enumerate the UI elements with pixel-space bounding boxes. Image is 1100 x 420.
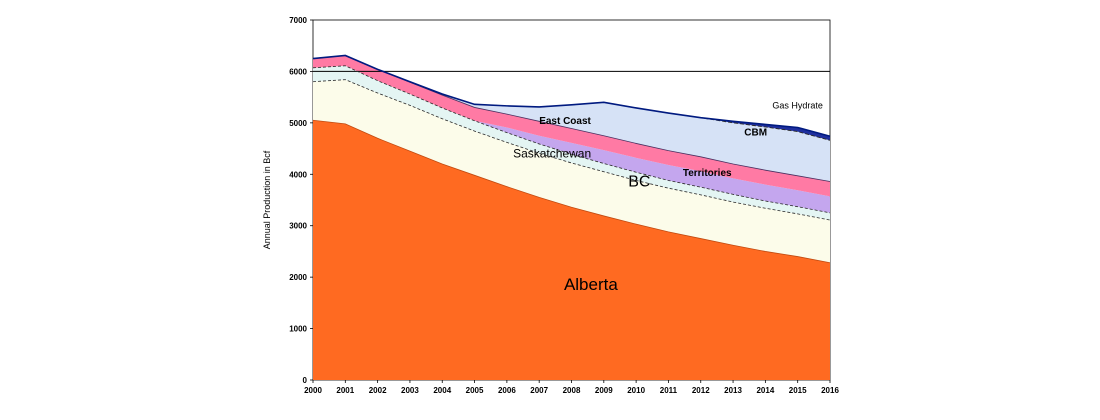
lines-layer: [312, 54, 831, 264]
area-cbm: [313, 55, 830, 182]
labels-layer: Alberta BC Saskatchewan Territories East Coa…: [513, 100, 823, 294]
x-tick-label: 2005: [466, 386, 484, 395]
y-axis-title: Annual Production in Bcf: [262, 150, 272, 249]
y-tick-label: 3000: [289, 222, 307, 231]
x-tick-label: 2004: [433, 386, 451, 395]
x-tick-label: 2000: [304, 386, 322, 395]
x-tick-label: 2015: [789, 386, 807, 395]
series-label-saskatchewan: Saskatchewan: [513, 146, 591, 160]
x-tick-label: 2012: [692, 386, 710, 395]
x-tick-label: 2013: [724, 386, 742, 395]
series-label-gas-hydrate: Gas Hydrate: [772, 100, 823, 110]
alberta-boundary-line: [312, 119, 831, 264]
area-territories: [313, 65, 830, 213]
series-label-alberta: Alberta: [564, 275, 618, 294]
gas-hydrate-boundary-line: [312, 54, 831, 138]
area-saskatchewan: [313, 65, 830, 221]
series-label-cbm: CBM: [744, 128, 767, 139]
x-tick-label: 2014: [756, 386, 774, 395]
x-tick-label: 2002: [369, 386, 387, 395]
y-tick-label: 7000: [289, 16, 307, 25]
bc-boundary-line: [312, 79, 831, 221]
axes-layer: 0 1000 2000 3000 4000 5000 6000 7000 2000 2001 200…: [289, 16, 839, 395]
saskatchewan-boundary-line: [312, 65, 831, 214]
x-tick-label: 2016: [821, 386, 839, 395]
y-tick-label: 1000: [289, 325, 307, 334]
x-tick-label: 2011: [660, 386, 678, 395]
area-bc: [313, 79, 830, 263]
area-alberta: [313, 120, 830, 381]
y-tick-label: 6000: [289, 67, 307, 76]
area-east-coast: [313, 55, 830, 197]
x-tick-label: 2001: [336, 386, 354, 395]
y-tick-label: 0: [303, 376, 308, 385]
x-tick-label: 2007: [530, 386, 548, 395]
x-tick-label: 2008: [563, 386, 581, 395]
y-tick-label: 5000: [289, 119, 307, 128]
series-label-bc: BC: [628, 174, 650, 191]
x-tick-label: 2006: [498, 386, 516, 395]
areas-layer: [313, 55, 830, 381]
series-label-territories: Territories: [683, 168, 732, 179]
y-tick-label: 2000: [289, 273, 307, 282]
x-tick-label: 2009: [595, 386, 613, 395]
y-tick-label: 4000: [289, 170, 307, 179]
series-label-east-coast: East Coast: [539, 116, 591, 127]
x-tick-label: 2003: [401, 386, 419, 395]
x-tick-label: 2010: [627, 386, 645, 395]
